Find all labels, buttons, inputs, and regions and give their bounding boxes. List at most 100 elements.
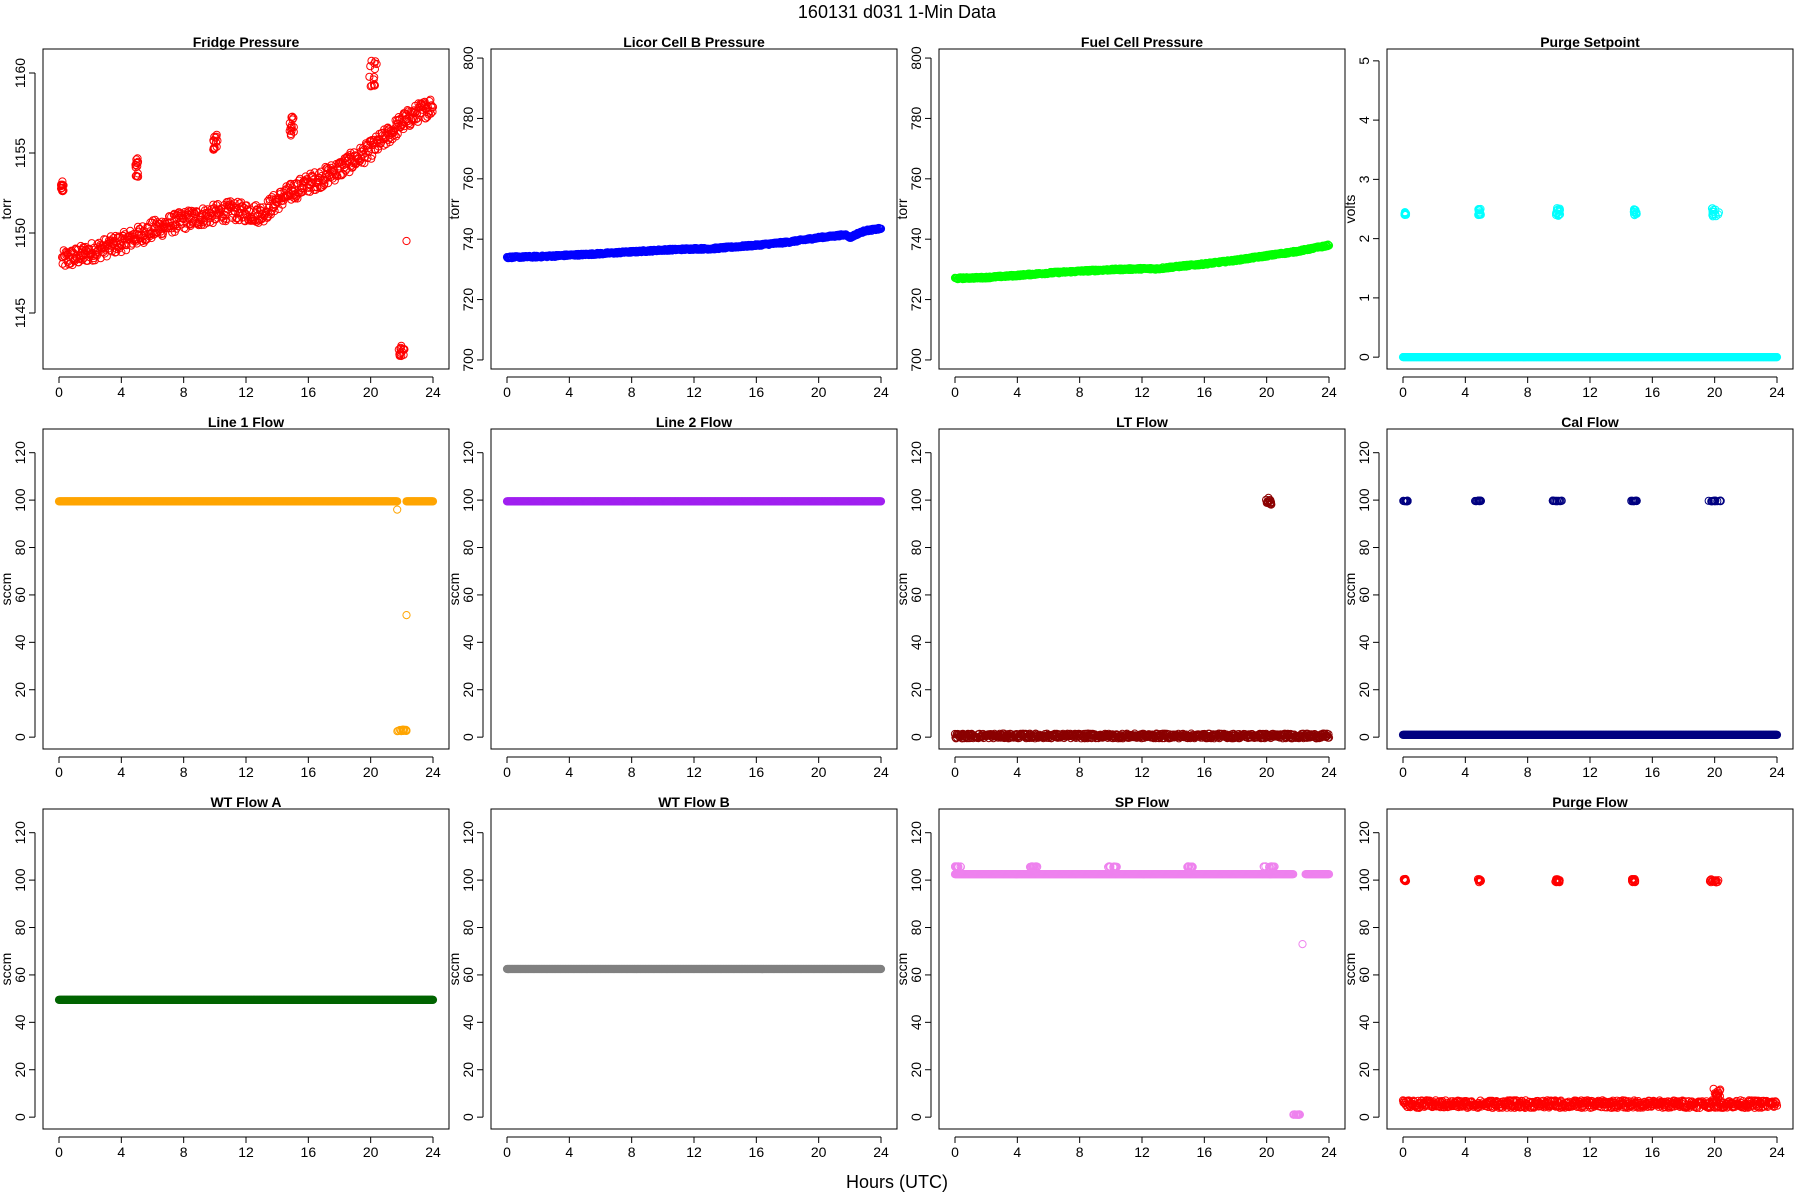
data-point: [390, 130, 399, 139]
x-tick-label: 20: [363, 384, 379, 400]
panel-title: Line 2 Flow: [656, 414, 732, 430]
data-point: [426, 95, 435, 104]
x-tick-label: 16: [301, 764, 317, 780]
data-points: [1398, 204, 1782, 362]
x-tick-label: 0: [503, 764, 511, 780]
x-tick-label: 16: [1197, 384, 1213, 400]
data-point: [221, 210, 230, 220]
panel-title: Fuel Cell Pressure: [1081, 34, 1203, 50]
data-point: [372, 59, 381, 69]
data-point: [59, 181, 68, 190]
x-axis: 0 4 8 12 16 20 24: [503, 756, 889, 780]
figure-title: 160131 d031 1-Min Data: [798, 2, 997, 22]
y-tick-label: 100: [460, 488, 476, 512]
x-tick-label: 12: [1134, 384, 1150, 400]
x-tick-label: 8: [628, 384, 636, 400]
data-point: [412, 109, 421, 118]
data-point: [211, 133, 220, 142]
plot-frame: [42, 48, 450, 370]
data-point: [171, 220, 180, 229]
y-tick-label: 1145: [12, 298, 28, 328]
data-points: [502, 497, 886, 506]
x-tick-label: 16: [301, 384, 317, 400]
data-point: [423, 102, 432, 111]
panel-title: Line 1 Flow: [208, 414, 284, 430]
data-point: [138, 222, 147, 231]
x-tick-label: 20: [1259, 384, 1275, 400]
x-tick-label: 24: [873, 764, 889, 780]
y-tick-label: 1150: [12, 218, 28, 248]
data-point: [210, 132, 219, 141]
x-tick-label: 0: [55, 764, 63, 780]
y-axis-label: volts: [1342, 195, 1358, 224]
x-tick-label: 20: [811, 764, 827, 780]
data-points: [502, 223, 886, 263]
y-tick-label: 80: [12, 540, 28, 556]
x-axis: 0 4 8 12 16 20 24: [503, 376, 889, 400]
data-point: [133, 158, 142, 168]
data-points: [950, 240, 1334, 284]
data-point: [270, 206, 279, 216]
data-point: [121, 246, 131, 255]
data-point: [59, 186, 68, 195]
data-point: [181, 224, 190, 233]
x-tick-label: 12: [1582, 384, 1598, 400]
data-point: [256, 203, 265, 212]
y-tick-label: 100: [12, 488, 28, 512]
x-tick-label: 0: [55, 384, 63, 400]
y-tick-label: 740: [460, 227, 476, 251]
data-point: [370, 65, 379, 74]
y-tick-label: 760: [908, 167, 924, 191]
y-tick-label: 720: [908, 288, 924, 312]
data-point: [411, 115, 420, 124]
x-tick-label: 4: [1013, 384, 1021, 400]
x-tick-label: 12: [686, 764, 702, 780]
data-point: [287, 126, 296, 135]
y-tick-label: 60: [12, 587, 28, 603]
x-tick-label: 12: [238, 764, 254, 780]
data-point: [210, 143, 219, 152]
x-axis: 0 4 8 12 16 20 24: [55, 756, 441, 780]
data-point: [117, 247, 126, 257]
y-axis-label: torr: [446, 198, 462, 219]
y-tick-label: 4: [1356, 116, 1372, 124]
y-axis-label: torr: [0, 198, 14, 219]
data-point: [251, 201, 260, 210]
x-tick-label: 4: [117, 764, 125, 780]
y-tick-label: 2: [1356, 235, 1372, 243]
y-tick-label: 720: [460, 288, 476, 312]
data-point: [392, 132, 401, 141]
y-axis-label: torr: [894, 198, 910, 219]
plot-frame: [938, 48, 1346, 370]
y-tick-label: 60: [460, 587, 476, 603]
x-tick-label: 16: [749, 384, 765, 400]
x-tick-label: 20: [1707, 384, 1723, 400]
data-point: [298, 188, 307, 197]
data-point: [131, 161, 140, 170]
data-point: [365, 72, 374, 81]
x-tick-label: 4: [565, 764, 573, 780]
data-point: [428, 107, 437, 116]
data-point: [90, 256, 99, 265]
data-point: [133, 222, 143, 231]
panel-title: LT Flow: [1116, 414, 1168, 430]
y-tick-label: 120: [12, 441, 28, 465]
x-tick-label: 8: [180, 384, 188, 400]
x-tick-label: 24: [425, 384, 441, 400]
y-tick-label: 40: [460, 634, 476, 650]
data-points: [54, 497, 438, 736]
data-point: [233, 197, 242, 206]
data-point: [396, 344, 405, 353]
x-tick-label: 16: [749, 764, 765, 780]
x-tick-label: 24: [873, 384, 889, 400]
data-point: [346, 148, 355, 157]
y-tick-label: 20: [12, 682, 28, 698]
panel-title: Purge Setpoint: [1540, 34, 1640, 50]
data-point: [427, 103, 437, 112]
data-point: [337, 171, 346, 180]
